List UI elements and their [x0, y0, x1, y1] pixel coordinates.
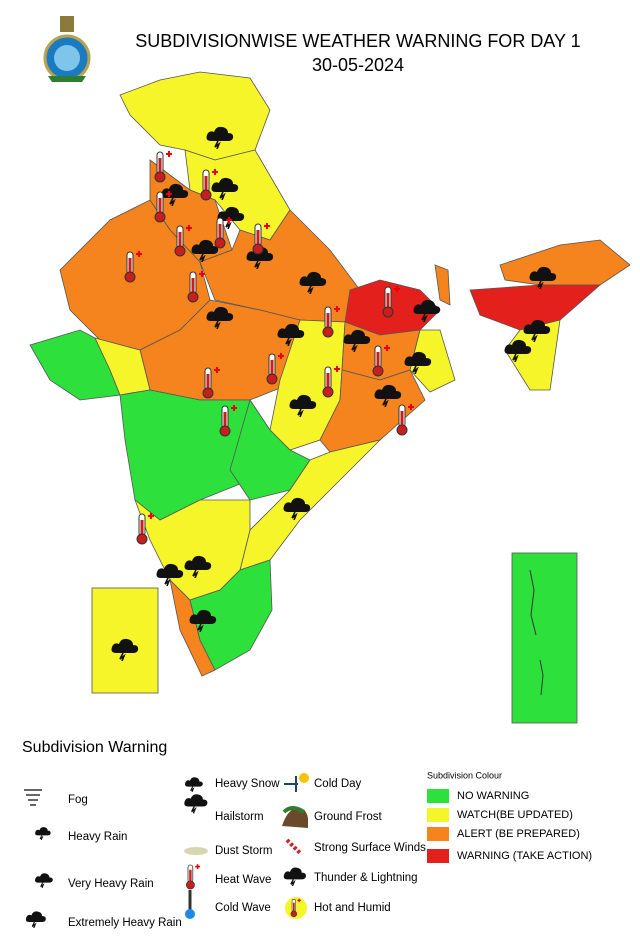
legend-label: Hailstorm — [215, 811, 264, 823]
subdivision — [499, 239, 631, 286]
legend-label: Strong Surface Winds — [314, 842, 426, 854]
colour-label: WATCH(BE UPDATED) — [457, 809, 573, 821]
logo — [43, 16, 91, 82]
subdivision — [511, 552, 578, 724]
colour-swatch — [427, 789, 449, 803]
map — [29, 71, 631, 724]
legend-label: Heavy Rain — [68, 831, 127, 843]
colour-swatch — [427, 849, 449, 863]
title: SUBDIVISIONWISE WEATHER WARNING FOR DAY … — [135, 31, 580, 51]
legend-title: Subdivision Warning — [22, 739, 167, 756]
subdivision — [119, 71, 271, 161]
legend-label: Heat Wave — [215, 874, 271, 886]
subdivision — [434, 264, 451, 306]
legend-label: Ground Frost — [314, 811, 383, 823]
subdivision — [239, 439, 382, 571]
colour-legend-title: Subdivision Colour — [427, 770, 502, 780]
legend-label: Fog — [68, 794, 88, 806]
legend-icons — [24, 773, 309, 928]
legend-label: Cold Day — [314, 778, 362, 790]
legend-label: Very Heavy Rain — [68, 878, 154, 890]
colour-label: ALERT (BE PREPARED) — [457, 828, 580, 840]
colour-swatch — [427, 808, 449, 822]
colour-label: WARNING (TAKE ACTION) — [457, 850, 592, 862]
colour-swatch — [427, 827, 449, 841]
legend-label: Heavy Snow — [215, 778, 280, 790]
date: 30-05-2024 — [312, 55, 404, 75]
legend-label: Cold Wave — [215, 902, 271, 914]
legend-label: Dust Storm — [215, 845, 273, 857]
legend-label: Thunder & Lightning — [314, 872, 418, 884]
subdivision — [189, 559, 273, 671]
legend-label: Extremely Heavy Rain — [68, 917, 182, 929]
colour-label: NO WARNING — [457, 790, 529, 802]
legend-label: Hot and Humid — [314, 902, 391, 914]
